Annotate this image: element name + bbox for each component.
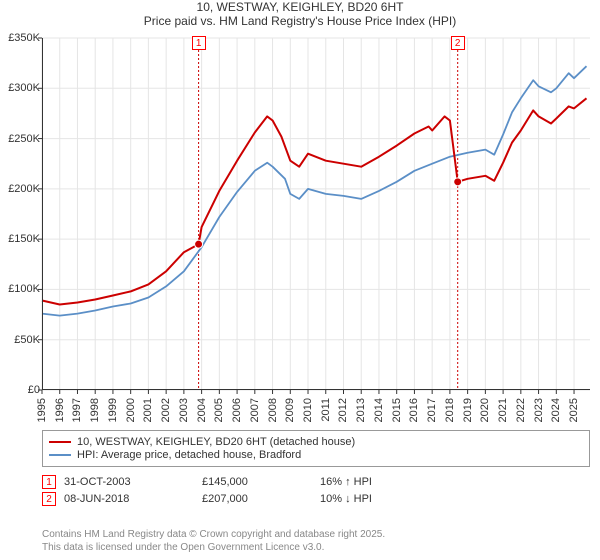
x-tick-label: 2018 [444, 398, 456, 422]
y-tick-label: £100K [8, 283, 40, 295]
x-tick-label: 2008 [267, 398, 279, 422]
x-tick-label: 2002 [160, 398, 172, 422]
x-tick-label: 1995 [36, 398, 48, 422]
legend-label: HPI: Average price, detached house, Brad… [77, 449, 301, 461]
sales-table: 1 31-OCT-2003 £145,000 16% ↑ HPI 2 08-JUN-201… [42, 472, 590, 509]
x-tick-label: 1996 [54, 398, 66, 422]
x-tick-label: 2009 [284, 398, 296, 422]
x-tick-label: 2001 [142, 398, 154, 422]
sale-marker-2: 2 [451, 36, 465, 50]
x-tick-label: 2025 [568, 398, 580, 422]
sale-diff: 10% ↓ HPI [320, 493, 440, 505]
legend-swatch [49, 454, 71, 456]
attribution-line2: This data is licensed under the Open Gov… [42, 541, 385, 554]
x-tick-label: 1998 [89, 398, 101, 422]
sale-row-marker: 1 [42, 475, 56, 489]
x-tick-label: 2016 [408, 398, 420, 422]
y-tick-label: £0 [28, 384, 40, 396]
plot-area [42, 38, 590, 390]
x-tick-label: 2023 [533, 398, 545, 422]
x-tick-label: 2022 [515, 398, 527, 422]
legend-item: HPI: Average price, detached house, Brad… [49, 449, 583, 461]
x-tick-label: 1997 [71, 398, 83, 422]
sale-date: 31-OCT-2003 [64, 476, 194, 488]
sale-row: 1 31-OCT-2003 £145,000 16% ↑ HPI [42, 475, 590, 489]
chart-svg [42, 38, 590, 390]
y-tick-label: £200K [8, 183, 40, 195]
x-tick-label: 2011 [320, 398, 332, 422]
sale-row: 2 08-JUN-2018 £207,000 10% ↓ HPI [42, 492, 590, 506]
legend-item: 10, WESTWAY, KEIGHLEY, BD20 6HT (detache… [49, 436, 583, 448]
x-tick-label: 2010 [302, 398, 314, 422]
sale-price: £145,000 [202, 476, 312, 488]
x-tick-label: 2000 [125, 398, 137, 422]
y-tick-label: £350K [8, 32, 40, 44]
legend-label: 10, WESTWAY, KEIGHLEY, BD20 6HT (detache… [77, 436, 355, 448]
sale-marker-1: 1 [192, 36, 206, 50]
x-tick-label: 2019 [462, 398, 474, 422]
y-tick-label: £300K [8, 82, 40, 94]
sale-diff: 16% ↑ HPI [320, 476, 440, 488]
x-tick-label: 2006 [231, 398, 243, 422]
x-tick-label: 2012 [337, 398, 349, 422]
x-tick-label: 2014 [373, 398, 385, 422]
sale-row-marker: 2 [42, 492, 56, 506]
legend-swatch [49, 441, 71, 443]
x-tick-label: 1999 [107, 398, 119, 422]
attribution: Contains HM Land Registry data © Crown c… [42, 528, 385, 554]
x-tick-label: 2005 [213, 398, 225, 422]
y-tick-label: £250K [8, 133, 40, 145]
y-tick-label: £50K [14, 334, 40, 346]
legend: 10, WESTWAY, KEIGHLEY, BD20 6HT (detache… [42, 430, 590, 467]
x-tick-label: 2004 [196, 398, 208, 422]
x-tick-label: 2015 [391, 398, 403, 422]
sale-price: £207,000 [202, 493, 312, 505]
x-tick-label: 2021 [497, 398, 509, 422]
x-tick-label: 2020 [479, 398, 491, 422]
x-tick-label: 2024 [550, 398, 562, 422]
chart-container: 10, WESTWAY, KEIGHLEY, BD20 6HT Price pa… [0, 0, 600, 560]
x-tick-label: 2003 [178, 398, 190, 422]
x-tick-label: 2007 [249, 398, 261, 422]
sale-date: 08-JUN-2018 [64, 493, 194, 505]
x-tick-label: 2017 [426, 398, 438, 422]
x-tick-label: 2013 [355, 398, 367, 422]
attribution-line1: Contains HM Land Registry data © Crown c… [42, 528, 385, 541]
chart-title-line1: 10, WESTWAY, KEIGHLEY, BD20 6HT [0, 0, 600, 14]
chart-title-line2: Price paid vs. HM Land Registry's House … [0, 14, 600, 32]
y-tick-label: £150K [8, 233, 40, 245]
